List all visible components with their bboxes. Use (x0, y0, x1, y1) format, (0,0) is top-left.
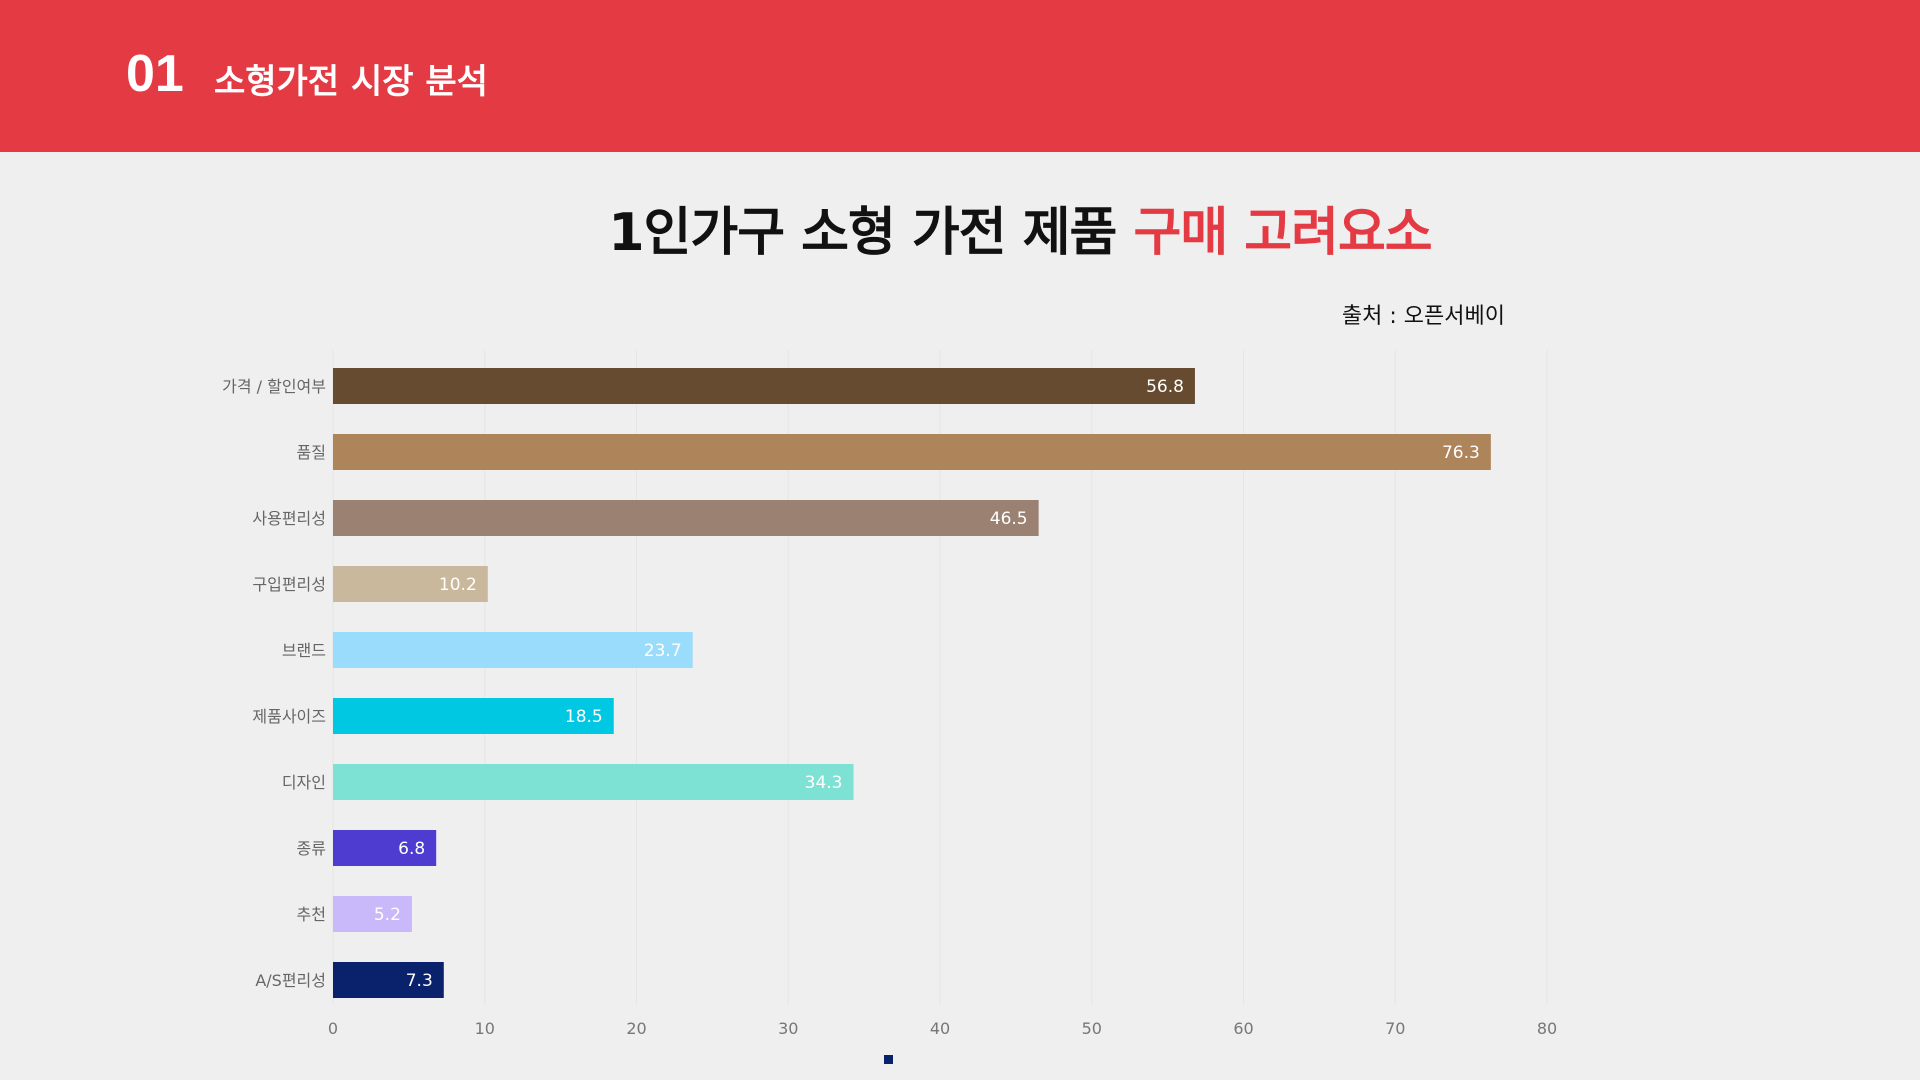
data-label: 18.5 (565, 707, 603, 727)
x-tick-label: 70 (1385, 1019, 1405, 1038)
data-label: 23.7 (644, 641, 682, 661)
header-banner: 01 소형가전 시장 분석 (0, 0, 1920, 152)
data-label: 7.3 (406, 971, 433, 991)
data-label: 34.3 (805, 773, 843, 793)
data-label: 6.8 (398, 839, 425, 859)
category-label: 품질 (297, 443, 326, 462)
x-tick-label: 40 (930, 1019, 950, 1038)
source-note: 출처 : 오픈서베이 (1341, 304, 1505, 329)
category-label: 사용편리성 (252, 509, 326, 528)
category-label: 디자인 (282, 773, 326, 792)
bar (333, 566, 488, 602)
category-label: 종류 (297, 839, 326, 858)
data-label: 10.2 (439, 575, 477, 595)
x-tick-label: 50 (1082, 1019, 1102, 1038)
bar (333, 368, 1195, 404)
category-label: 브랜드 (282, 641, 326, 660)
data-label: 46.5 (990, 509, 1028, 529)
title-main: 1인가구 소형 가전 제품 (608, 203, 1134, 263)
category-label: 제품사이즈 (252, 707, 326, 726)
data-label: 76.3 (1442, 443, 1480, 463)
x-tick-label: 60 (1233, 1019, 1253, 1038)
title-accent: 구매 고려요소 (1133, 203, 1433, 263)
bar (333, 962, 444, 998)
bar (333, 632, 693, 668)
x-tick-label: 20 (626, 1019, 646, 1038)
page-title: 1인가구 소형 가전 제품 구매 고려요소 (0, 190, 1920, 265)
category-label: 추천 (297, 905, 326, 924)
bar (333, 434, 1491, 470)
x-tick-label: 10 (475, 1019, 495, 1038)
x-tick-label: 80 (1537, 1019, 1557, 1038)
page-indicator (884, 1055, 893, 1064)
bar (333, 896, 412, 932)
data-label: 5.2 (374, 905, 401, 925)
bar (333, 698, 614, 734)
data-label: 56.8 (1146, 377, 1184, 397)
bar (333, 764, 854, 800)
x-tick-label: 30 (778, 1019, 798, 1038)
category-label: 가격 / 할인여부 (222, 377, 326, 396)
category-label: 구입편리성 (252, 575, 326, 594)
x-tick-label: 0 (328, 1019, 338, 1038)
section-title: 소형가전 시장 분석 (214, 62, 488, 102)
category-label: A/S편리성 (255, 971, 326, 990)
bar (333, 830, 437, 866)
section-number: 01 (126, 45, 184, 103)
bar (333, 500, 1039, 536)
